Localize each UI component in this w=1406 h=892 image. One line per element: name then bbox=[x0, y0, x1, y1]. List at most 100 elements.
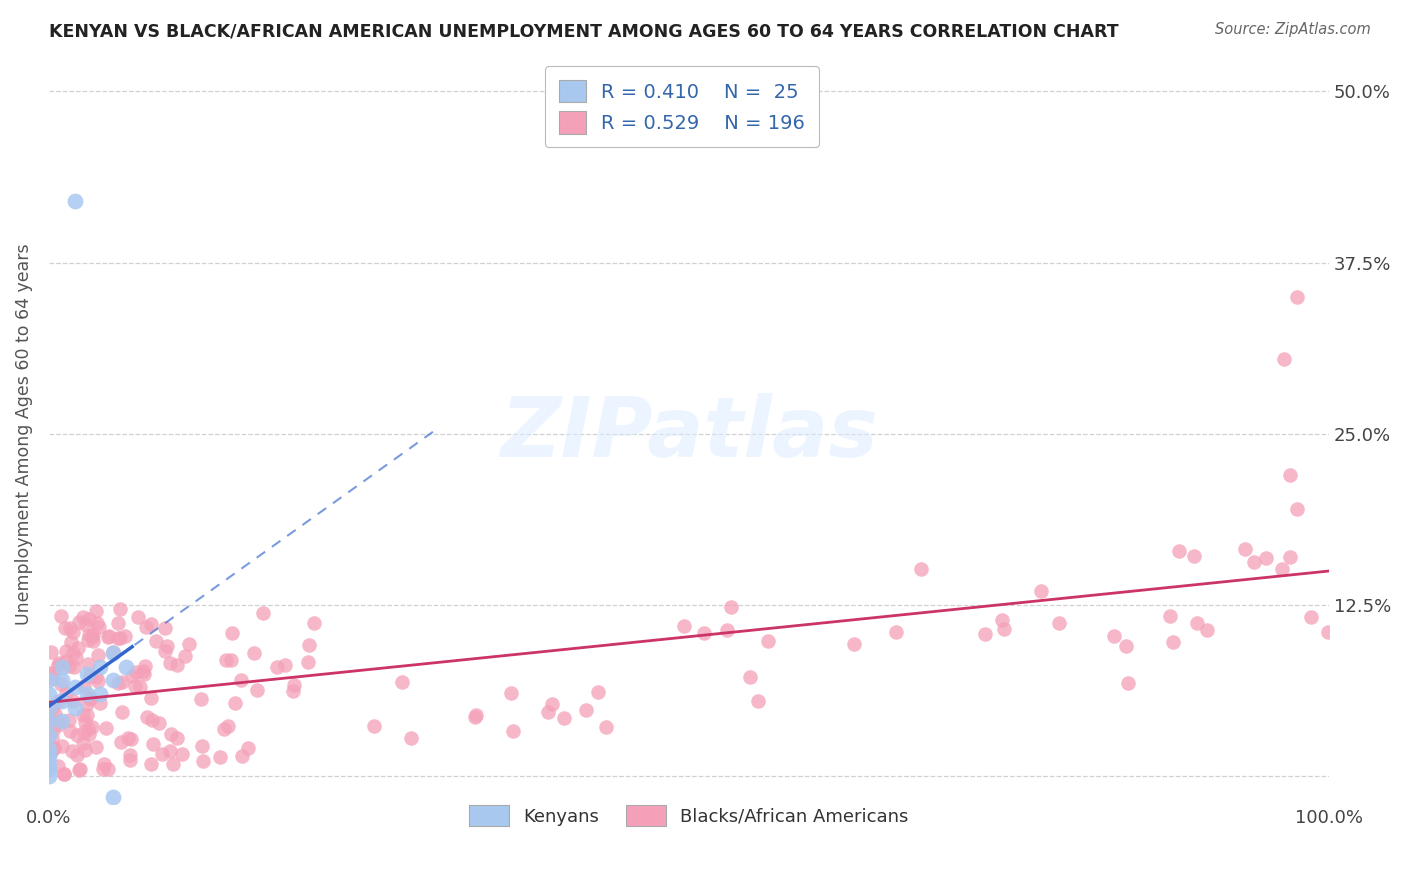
Point bbox=[124, 679, 146, 693]
Point bbox=[69, 762, 91, 776]
Point bbox=[84, 604, 107, 618]
Point bbox=[65, 650, 87, 665]
Point bbox=[38, 687, 60, 701]
Point bbox=[67, 640, 90, 655]
Point bbox=[693, 626, 716, 640]
Point bbox=[162, 756, 184, 771]
Point bbox=[150, 747, 173, 761]
Point bbox=[236, 741, 259, 756]
Point bbox=[177, 637, 200, 651]
Point bbox=[86, 740, 108, 755]
Point bbox=[595, 720, 617, 734]
Point bbox=[139, 690, 162, 705]
Point bbox=[79, 691, 101, 706]
Point bbox=[38, 665, 60, 680]
Point bbox=[1272, 351, 1295, 366]
Point bbox=[747, 693, 769, 707]
Point bbox=[38, 763, 60, 777]
Point bbox=[42, 741, 65, 756]
Point bbox=[1279, 467, 1302, 482]
Point bbox=[191, 739, 214, 753]
Point bbox=[135, 710, 157, 724]
Point bbox=[44, 706, 66, 721]
Point bbox=[541, 697, 564, 711]
Point bbox=[42, 723, 65, 737]
Point bbox=[172, 747, 194, 761]
Point bbox=[63, 700, 86, 714]
Point bbox=[134, 659, 156, 673]
Point bbox=[1182, 549, 1205, 563]
Point bbox=[553, 711, 575, 725]
Text: KENYAN VS BLACK/AFRICAN AMERICAN UNEMPLOYMENT AMONG AGES 60 TO 64 YEARS CORRELAT: KENYAN VS BLACK/AFRICAN AMERICAN UNEMPLO… bbox=[49, 22, 1119, 40]
Point bbox=[87, 648, 110, 663]
Point bbox=[127, 610, 149, 624]
Point bbox=[66, 747, 89, 762]
Point bbox=[131, 664, 153, 678]
Point bbox=[49, 677, 72, 691]
Point bbox=[219, 653, 242, 667]
Point bbox=[72, 736, 94, 750]
Point bbox=[39, 645, 62, 659]
Point bbox=[1299, 610, 1322, 624]
Y-axis label: Unemployment Among Ages 60 to 64 years: Unemployment Among Ages 60 to 64 years bbox=[15, 243, 32, 624]
Point bbox=[242, 646, 264, 660]
Point bbox=[58, 659, 80, 673]
Point bbox=[166, 731, 188, 746]
Point bbox=[62, 624, 84, 639]
Point bbox=[51, 694, 73, 708]
Point bbox=[38, 711, 60, 725]
Point bbox=[59, 723, 82, 738]
Point bbox=[89, 697, 111, 711]
Point bbox=[246, 683, 269, 698]
Point bbox=[73, 725, 96, 739]
Point bbox=[73, 715, 96, 730]
Point bbox=[46, 714, 69, 729]
Point bbox=[121, 669, 143, 683]
Point bbox=[1285, 290, 1308, 304]
Point bbox=[145, 634, 167, 648]
Point bbox=[118, 747, 141, 762]
Point bbox=[67, 615, 90, 630]
Point bbox=[155, 621, 177, 635]
Point bbox=[716, 623, 738, 637]
Point bbox=[73, 680, 96, 694]
Point bbox=[46, 758, 69, 772]
Point bbox=[46, 718, 69, 732]
Point bbox=[80, 720, 103, 734]
Point bbox=[1159, 608, 1181, 623]
Point bbox=[96, 721, 118, 735]
Point bbox=[75, 618, 97, 632]
Point bbox=[174, 648, 197, 663]
Point bbox=[86, 670, 108, 684]
Point bbox=[38, 728, 60, 742]
Point bbox=[77, 612, 100, 626]
Point bbox=[166, 657, 188, 672]
Point bbox=[499, 686, 522, 700]
Point bbox=[142, 737, 165, 751]
Point bbox=[302, 616, 325, 631]
Point bbox=[107, 676, 129, 690]
Point bbox=[101, 789, 124, 804]
Point bbox=[79, 669, 101, 683]
Point bbox=[53, 767, 76, 781]
Point bbox=[283, 683, 305, 698]
Point bbox=[42, 741, 65, 756]
Point bbox=[586, 684, 609, 698]
Point bbox=[93, 756, 115, 771]
Point bbox=[114, 659, 136, 673]
Point bbox=[391, 674, 413, 689]
Point bbox=[38, 756, 60, 770]
Point bbox=[51, 659, 73, 673]
Point bbox=[97, 630, 120, 644]
Point bbox=[139, 616, 162, 631]
Point bbox=[1271, 562, 1294, 576]
Point bbox=[156, 640, 179, 654]
Point bbox=[66, 728, 89, 742]
Point bbox=[720, 600, 742, 615]
Point bbox=[41, 671, 63, 685]
Point bbox=[1233, 541, 1256, 556]
Point bbox=[79, 727, 101, 741]
Point bbox=[217, 719, 239, 733]
Point bbox=[135, 620, 157, 634]
Point bbox=[51, 673, 73, 688]
